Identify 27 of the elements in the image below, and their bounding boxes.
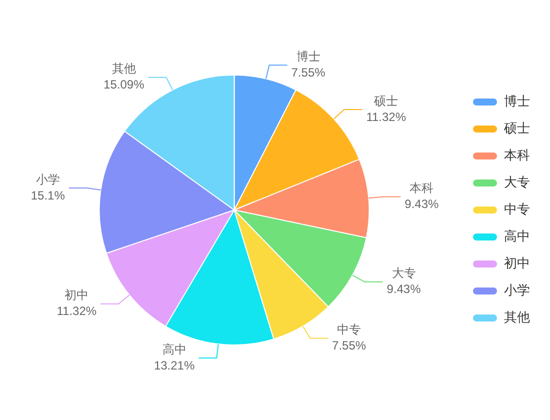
data-label: 9.43% — [386, 282, 422, 296]
legend-label: 其他 — [504, 310, 530, 325]
data-label: 9.43% — [404, 197, 440, 212]
data-label: 11.32% — [56, 304, 97, 318]
data-label: 11.32% — [366, 110, 406, 124]
legend-label: 初中 — [504, 256, 530, 271]
slice-label: 博士 — [296, 49, 320, 64]
legend-label: 博士 — [504, 94, 530, 109]
slice-label: 硕士 — [373, 94, 398, 108]
slice-label: 本科 — [410, 181, 434, 196]
data-label: 15.1% — [30, 188, 66, 202]
data-label: 7.55% — [291, 65, 326, 80]
legend-label: 中专 — [504, 202, 530, 217]
legend-label: 小学 — [504, 282, 530, 298]
slice-label: 大专 — [392, 266, 416, 280]
slice-label: 中专 — [337, 322, 362, 337]
legend-label: 高中 — [504, 228, 530, 244]
slice-label: 小学 — [36, 172, 60, 186]
legend-label: 硕士 — [503, 120, 530, 136]
slice-label: 初中 — [64, 288, 89, 302]
slice-label: 其他 — [112, 62, 136, 76]
data-label: 7.55% — [332, 338, 366, 353]
data-label: 15.09% — [104, 78, 145, 92]
legend-label: 本科 — [504, 148, 530, 163]
data-label: 13.21% — [154, 358, 195, 372]
slice-label: 高中 — [162, 342, 186, 356]
legend-label: 大专 — [504, 174, 530, 190]
